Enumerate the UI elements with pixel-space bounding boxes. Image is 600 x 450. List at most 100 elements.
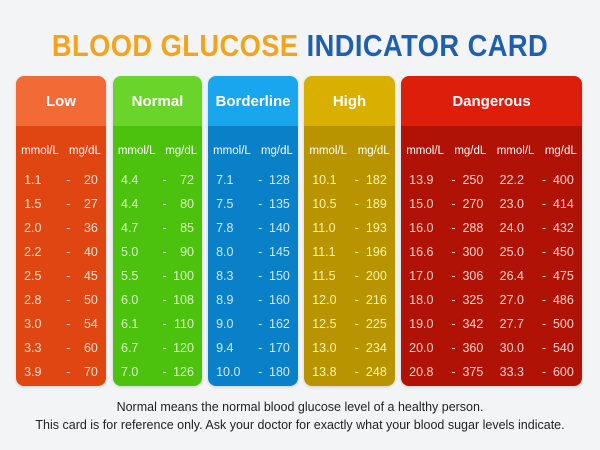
- mmol-value: 26.4: [499, 269, 524, 283]
- mg-value: 216: [365, 293, 387, 307]
- table-row: 3.0 -54: [16, 317, 106, 331]
- mmol-value: 7.5: [216, 197, 234, 211]
- mmol-value: 18.0: [409, 293, 434, 307]
- table-row: 20.0 -360: [401, 341, 492, 355]
- mmol-value: 3.9: [24, 365, 42, 379]
- mmol-value: 20.8: [409, 365, 434, 379]
- mmol-value: 2.5: [24, 269, 42, 283]
- mg-value: 108: [173, 293, 194, 307]
- range-dash: -: [541, 197, 547, 211]
- mmol-value: 22.2: [499, 173, 524, 187]
- range-dash: -: [451, 341, 456, 355]
- range-dash: -: [354, 317, 359, 331]
- range-dash: -: [451, 245, 456, 259]
- column-header: Borderline: [208, 76, 298, 126]
- mg-value: 140: [269, 221, 290, 235]
- table-row: 30.0 -540: [492, 341, 583, 355]
- mmol-value: 8.9: [216, 293, 234, 307]
- column-borderline: Borderline mmol/L mg/dL 7.1-128 7.5-135 7.8-1…: [208, 76, 298, 386]
- range-dash: -: [451, 269, 456, 283]
- range-dash: -: [162, 365, 167, 379]
- mmol-value: 1.5: [24, 197, 42, 211]
- range-dash: -: [451, 197, 456, 211]
- table-row: 25.0 -450: [492, 245, 583, 259]
- mg-value: 100: [173, 269, 194, 283]
- mg-value: 225: [365, 317, 387, 331]
- mmol-value: 5.5: [121, 269, 139, 283]
- range-dash: -: [66, 365, 71, 379]
- table-row: 11.0 -193: [304, 221, 395, 235]
- range-dash: -: [258, 269, 263, 283]
- range-dash: -: [354, 341, 359, 355]
- mmol-value: 17.0: [409, 269, 434, 283]
- mmol-value: 4.4: [121, 197, 139, 211]
- mmol-value: 7.1: [216, 173, 234, 187]
- table-row: 33.3 -600: [492, 365, 583, 379]
- mg-value: 360: [462, 341, 484, 355]
- mg-value: 306: [462, 269, 484, 283]
- mg-value: 162: [269, 317, 290, 331]
- mg-value: 128: [269, 173, 290, 187]
- mg-value: 40: [83, 245, 98, 259]
- mmol-value: 4.4: [121, 173, 139, 187]
- table-row: 4.4 -72: [113, 173, 202, 187]
- mmol-value: 3.0: [24, 317, 42, 331]
- mmol-value: 11.5: [312, 269, 336, 283]
- mmol-value: 25.0: [499, 245, 524, 259]
- mmol-value: 2.8: [24, 293, 42, 307]
- mmol-value: 10.0: [216, 365, 241, 379]
- mg-value: 60: [83, 341, 98, 355]
- range-dash: -: [66, 317, 71, 331]
- value-table: mmol/L mg/dL 1.1-20 1.5-27 2.0-36 2.2-40 2.5-4…: [16, 126, 106, 386]
- table-row: 9.4 -170: [208, 341, 298, 355]
- mg-value: 150: [269, 269, 290, 283]
- mg-value: 200: [365, 269, 387, 283]
- range-dash: -: [66, 245, 71, 259]
- mmol-value: 16.6: [409, 245, 434, 259]
- mg-value: 180: [269, 365, 290, 379]
- table-row: 1.1 -20: [16, 173, 106, 187]
- title-part-2: INDICATOR CARD: [306, 28, 549, 63]
- range-dash: -: [66, 341, 71, 355]
- table-row: 18.0 -325: [401, 293, 492, 307]
- table-row: 27.0 -486: [492, 293, 583, 307]
- range-dash: -: [258, 293, 263, 307]
- value-table: mmol/L mg/dL 7.1-128 7.5-135 7.8-140 8.0-145 8…: [208, 126, 298, 386]
- table-row: 24.0 -432: [492, 221, 583, 235]
- mmol-value: 7.0: [121, 365, 139, 379]
- footer-note-2: This card is for reference only. Ask you…: [35, 418, 565, 432]
- mmol-value: 2.2: [24, 245, 42, 259]
- mmol-value: 13.0: [312, 341, 337, 355]
- unit-header: mmol/L mg/dL: [113, 145, 202, 157]
- range-dash: -: [451, 317, 456, 331]
- table-row: 15.0 -270: [401, 197, 492, 211]
- range-dash: -: [451, 365, 456, 379]
- table-row: 13.0 -234: [304, 341, 395, 355]
- mg-value: 27: [83, 197, 98, 211]
- column-header: Low: [16, 76, 106, 126]
- table-row: 9.0 -162: [208, 317, 298, 331]
- unit-header: mmol/L mg/dL: [304, 145, 395, 157]
- mmol-value: 10.5: [312, 197, 337, 211]
- range-dash: -: [354, 245, 359, 259]
- mg-value: 196: [365, 245, 387, 259]
- table-row: 7.0 -126: [113, 365, 202, 379]
- mg-value: 600: [552, 365, 574, 379]
- range-dash: -: [162, 341, 167, 355]
- range-dash: -: [66, 269, 71, 283]
- table-row: 23.0 -414: [492, 197, 583, 211]
- mmol-value: 33.3: [499, 365, 524, 379]
- column-header: High: [304, 76, 395, 126]
- column-body: mmol/L mg/dL 7.1-128 7.5-135 7.8-140 8.0-145 8…: [208, 126, 298, 386]
- mmol-value: 8.0: [216, 245, 234, 259]
- mg-value: 540: [552, 341, 574, 355]
- unit-mg: mg/dL: [260, 145, 293, 157]
- mg-value: 270: [462, 197, 484, 211]
- table-row: 1.5 -27: [16, 197, 106, 211]
- mmol-value: 5.0: [121, 245, 139, 259]
- table-row: 2.8 -50: [16, 293, 106, 307]
- mg-value: 342: [462, 317, 484, 331]
- table-row: 10.0 -180: [208, 365, 298, 379]
- range-dash: -: [541, 173, 547, 187]
- mmol-value: 11.1: [312, 245, 336, 259]
